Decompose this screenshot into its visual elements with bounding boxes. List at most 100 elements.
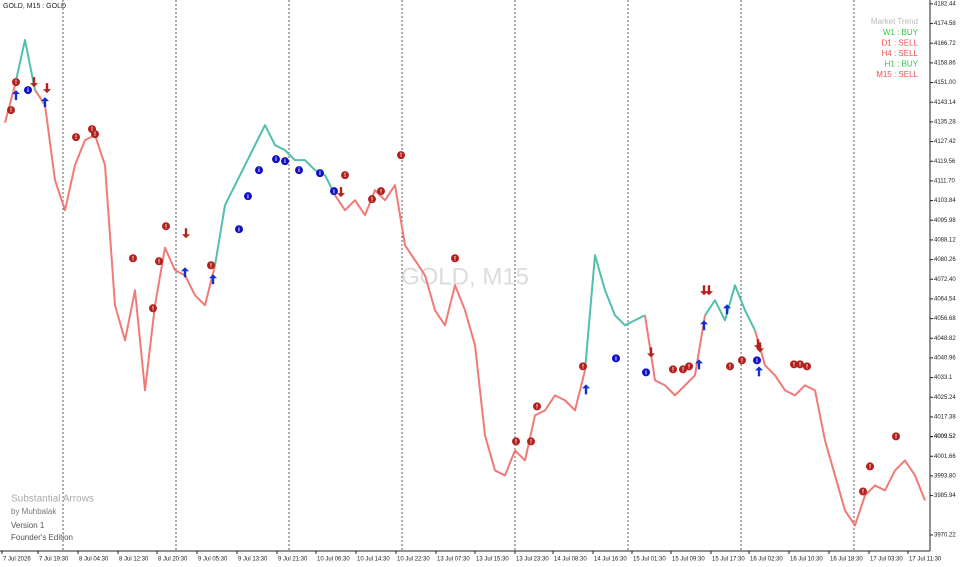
price-line [754,330,926,527]
signal-symbol: i [275,157,277,163]
y-tick-label: 4135.28 [934,119,956,125]
y-tick-label: 3970.22 [934,533,956,539]
signal-symbol: i [258,168,260,174]
signal-symbol: i [27,88,29,94]
signal-dot [272,155,280,164]
signal-dot [642,368,650,377]
y-tick-label: 4056.68 [934,316,956,322]
signal-arrow [182,228,190,239]
x-tick-label: 9 Jul 05:30 [198,557,228,563]
signal-symbol: ! [515,439,517,445]
signal-dot [281,157,289,166]
signal-dot [685,362,693,371]
signal-symbol: i [756,358,758,364]
signal-dot [244,192,252,201]
signal-symbol: ! [806,364,808,370]
signal-symbol: ! [729,364,731,370]
x-tick-label: 10 Jul 06:30 [317,557,350,563]
signal-symbol: ! [152,306,154,312]
x-tick-label: 15 Jul 01:30 [633,557,666,563]
signal-arrow [755,366,763,377]
y-tick-label: 4001.66 [934,454,956,460]
signal-symbol: ! [380,189,382,195]
price-line [334,184,586,477]
signal-symbol: ! [400,153,402,159]
y-tick-label: 4158.86 [934,60,956,66]
signal-dot [533,402,541,411]
signal-dot [738,356,746,365]
signal-dot [451,254,459,263]
signal-dot [330,187,338,196]
x-tick-label: 13 Jul 15:30 [476,557,509,563]
signal-dot [207,261,215,270]
x-tick-label: 10 Jul 14:30 [357,557,390,563]
signal-arrow [41,97,49,108]
signal-dot [679,365,687,374]
signal-symbol: ! [688,364,690,370]
y-tick-label: 3993.80 [934,474,956,480]
signal-dot [397,151,405,160]
x-tick-label: 14 Jul 16:30 [594,557,627,563]
indicator-name: Substantial Arrows [11,494,94,505]
y-tick-label: 4127.42 [934,139,956,145]
signal-symbol: ! [895,434,897,440]
panel-row: W1 : BUY [883,28,919,37]
signal-dot [527,437,535,446]
signal-arrow [705,285,713,296]
signal-dot [7,106,15,115]
signal-symbol: ! [210,263,212,269]
signal-symbol: ! [793,362,795,368]
signal-dot [579,362,587,371]
y-tick-label: 4103.84 [934,198,956,204]
y-tick-label: 4080.26 [934,257,956,263]
y-tick-label: 4017.38 [934,415,956,421]
signal-dot [368,195,376,204]
signal-dot [255,166,263,175]
y-tick-label: 4119.56 [934,159,956,165]
watermark: GOLD, M15 [401,263,529,290]
signal-symbol: i [284,159,286,165]
signal-symbol: ! [530,439,532,445]
x-tick-label: 17 Jul 11:30 [909,557,942,563]
price-line [4,84,16,123]
x-tick-label: 16 Jul 10:30 [790,557,823,563]
signal-arrow [723,304,731,315]
price-line [644,315,706,397]
signal-symbol: i [238,227,240,233]
signal-arrow [181,267,189,278]
signal-symbol: ! [94,132,96,138]
price-line [14,39,36,91]
x-tick-label: 9 Jul 21:30 [278,557,308,563]
price-line [704,284,756,331]
x-tick-label: 8 Jul 20:30 [158,557,188,563]
signal-dot [669,365,677,374]
signal-symbol: ! [454,256,456,262]
signal-dot [129,254,137,263]
y-tick-label: 4174.58 [934,21,956,27]
y-tick-label: 4033.1 [934,375,953,381]
y-tick-label: 3985.94 [934,493,956,499]
signal-dot [149,304,157,313]
signal-arrow [43,83,51,94]
panel-row: H1 : BUY [885,60,919,69]
signal-dot [341,171,349,180]
signal-symbol: ! [672,367,674,373]
indicator-author: by Muhbalak [11,507,57,516]
signal-arrow [756,342,764,353]
signal-dot [162,222,170,231]
signal-dot [377,187,385,196]
y-tick-label: 4143.14 [934,100,956,106]
signal-arrow [12,90,20,101]
signal-dot [235,225,243,234]
x-tick-label: 17 Jul 03:30 [870,557,903,563]
y-tick-label: 4072.40 [934,277,956,283]
panel-title: Market Trend [871,17,918,26]
signal-arrow [700,320,708,331]
y-tick-label: 4151.00 [934,80,956,86]
y-tick-label: 4095.98 [934,218,956,224]
signal-symbol: ! [741,358,743,364]
signal-symbol: ! [536,404,538,410]
x-tick-label: 8 Jul 12:30 [119,557,149,563]
signal-symbol: ! [132,256,134,262]
